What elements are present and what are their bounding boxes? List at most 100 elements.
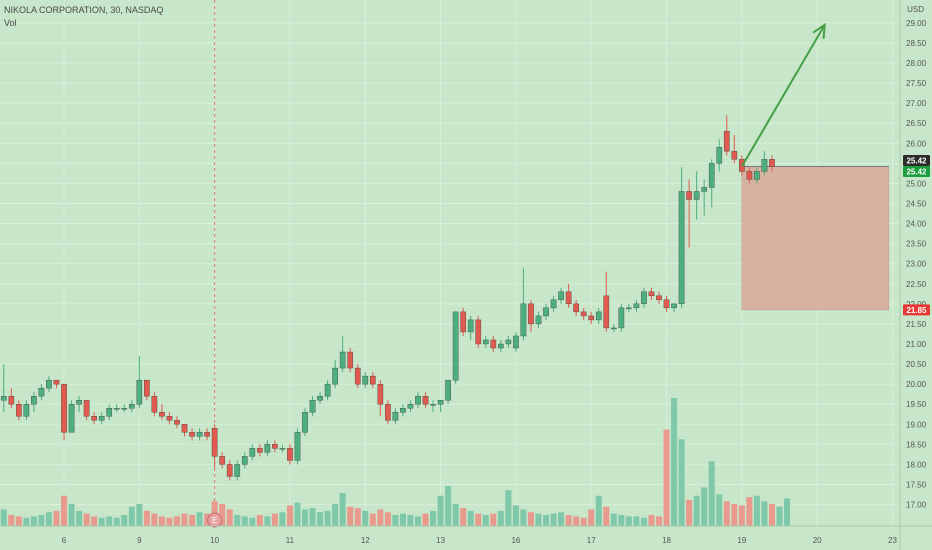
candle-body (573, 303, 579, 313)
candle-body (754, 171, 760, 180)
volume-bar (286, 505, 293, 526)
volume-bar (414, 516, 422, 526)
candle-body (633, 303, 640, 309)
volume-bar (354, 508, 361, 526)
volume-bar (302, 509, 309, 526)
candle-body (588, 315, 595, 321)
volume-bar (490, 513, 497, 526)
volume-bar (497, 510, 504, 526)
volume-indicator-label[interactable]: Vol (4, 18, 17, 28)
volume-bar (422, 513, 429, 526)
candle-body (294, 432, 301, 461)
candle-body (558, 291, 564, 301)
volume-bar (452, 503, 459, 526)
volume-bar (271, 513, 278, 526)
candle-body (693, 191, 700, 200)
candle-body (46, 379, 52, 389)
volume-bar (249, 517, 256, 526)
projection-arrow (740, 24, 826, 168)
candle-body (746, 171, 753, 180)
time-tick-label: 18 (662, 536, 671, 545)
price-tick-label: 22.00 (906, 300, 927, 309)
candle-body (234, 464, 241, 477)
volume-bar (768, 503, 775, 526)
volume-bar (241, 516, 248, 526)
volume-bar (399, 513, 406, 526)
candle-body (159, 412, 165, 417)
volume-bar (362, 510, 369, 526)
volume-bar (716, 494, 723, 526)
candle-body (354, 367, 361, 385)
price-label-box (903, 304, 930, 316)
candle-body (377, 383, 384, 405)
symbol-title[interactable]: NIKOLA CORPORATION, 30, NASDAQ (4, 5, 164, 15)
volume-bar (219, 503, 226, 526)
candle-body (113, 408, 120, 410)
volume-bar (543, 514, 550, 526)
candle-body (407, 404, 414, 409)
candle-body (580, 311, 587, 317)
candle-body (769, 159, 775, 167)
price-label-dark: 25.42 (903, 155, 930, 167)
volume-bar (98, 517, 105, 526)
volume-bar (0, 509, 7, 526)
price-label-text: 21.85 (906, 306, 927, 315)
candle-body (189, 432, 195, 437)
candle-body (211, 428, 218, 457)
candle-body (241, 456, 248, 465)
candle-body (392, 412, 399, 421)
time-tick-label: 23 (888, 536, 897, 545)
volume-bar (377, 509, 384, 526)
candle-body (91, 416, 97, 421)
candle-body (0, 395, 7, 401)
candle-body (430, 404, 436, 406)
price-tick-label: 28.50 (906, 39, 927, 48)
price-label-text: 25.42 (906, 157, 927, 166)
candle-body (708, 163, 715, 188)
candle-body (716, 147, 723, 164)
volume-bar (234, 514, 241, 526)
volume-bar (603, 506, 610, 526)
volume-bar (475, 513, 482, 526)
candle-body (550, 299, 557, 309)
candle-body (385, 404, 391, 421)
volume-bar (151, 513, 158, 526)
candle-body (535, 315, 542, 325)
volume-bar (655, 516, 663, 526)
candle-body (498, 343, 504, 349)
price-tick-label: 27.00 (906, 99, 927, 108)
volume-bar (708, 461, 715, 526)
volume-bar (550, 513, 557, 526)
volume-bar (437, 495, 444, 526)
currency-label: USD (907, 5, 924, 14)
volume-bar (573, 516, 580, 526)
volume-bar (588, 509, 595, 526)
time-tick-label: 9 (137, 536, 142, 545)
price-label-red: 21.85 (903, 304, 930, 316)
candle-body (279, 448, 286, 450)
candle-body (400, 408, 406, 413)
volume-bar (317, 512, 324, 526)
volume-bar (784, 498, 791, 526)
candle-body (482, 339, 489, 345)
earnings-marker (207, 512, 223, 528)
stop-loss-zone (741, 166, 889, 311)
candle-body (626, 307, 632, 310)
volume-bar (204, 513, 211, 526)
candle-body (641, 291, 647, 305)
candle-body (686, 191, 692, 200)
candle-body (528, 303, 534, 325)
volume-bar (8, 514, 15, 526)
volume-bar (61, 495, 68, 526)
volume-bar (324, 510, 331, 526)
candle-body (648, 291, 655, 297)
candle-body (603, 295, 610, 329)
volume-bar (226, 509, 233, 526)
candle-body (618, 307, 625, 329)
candle-body (309, 399, 316, 413)
price-tick-label: 18.50 (906, 440, 927, 449)
price-tick-label: 19.00 (906, 420, 927, 429)
volume-bar (693, 495, 700, 526)
candle-body (106, 408, 113, 417)
